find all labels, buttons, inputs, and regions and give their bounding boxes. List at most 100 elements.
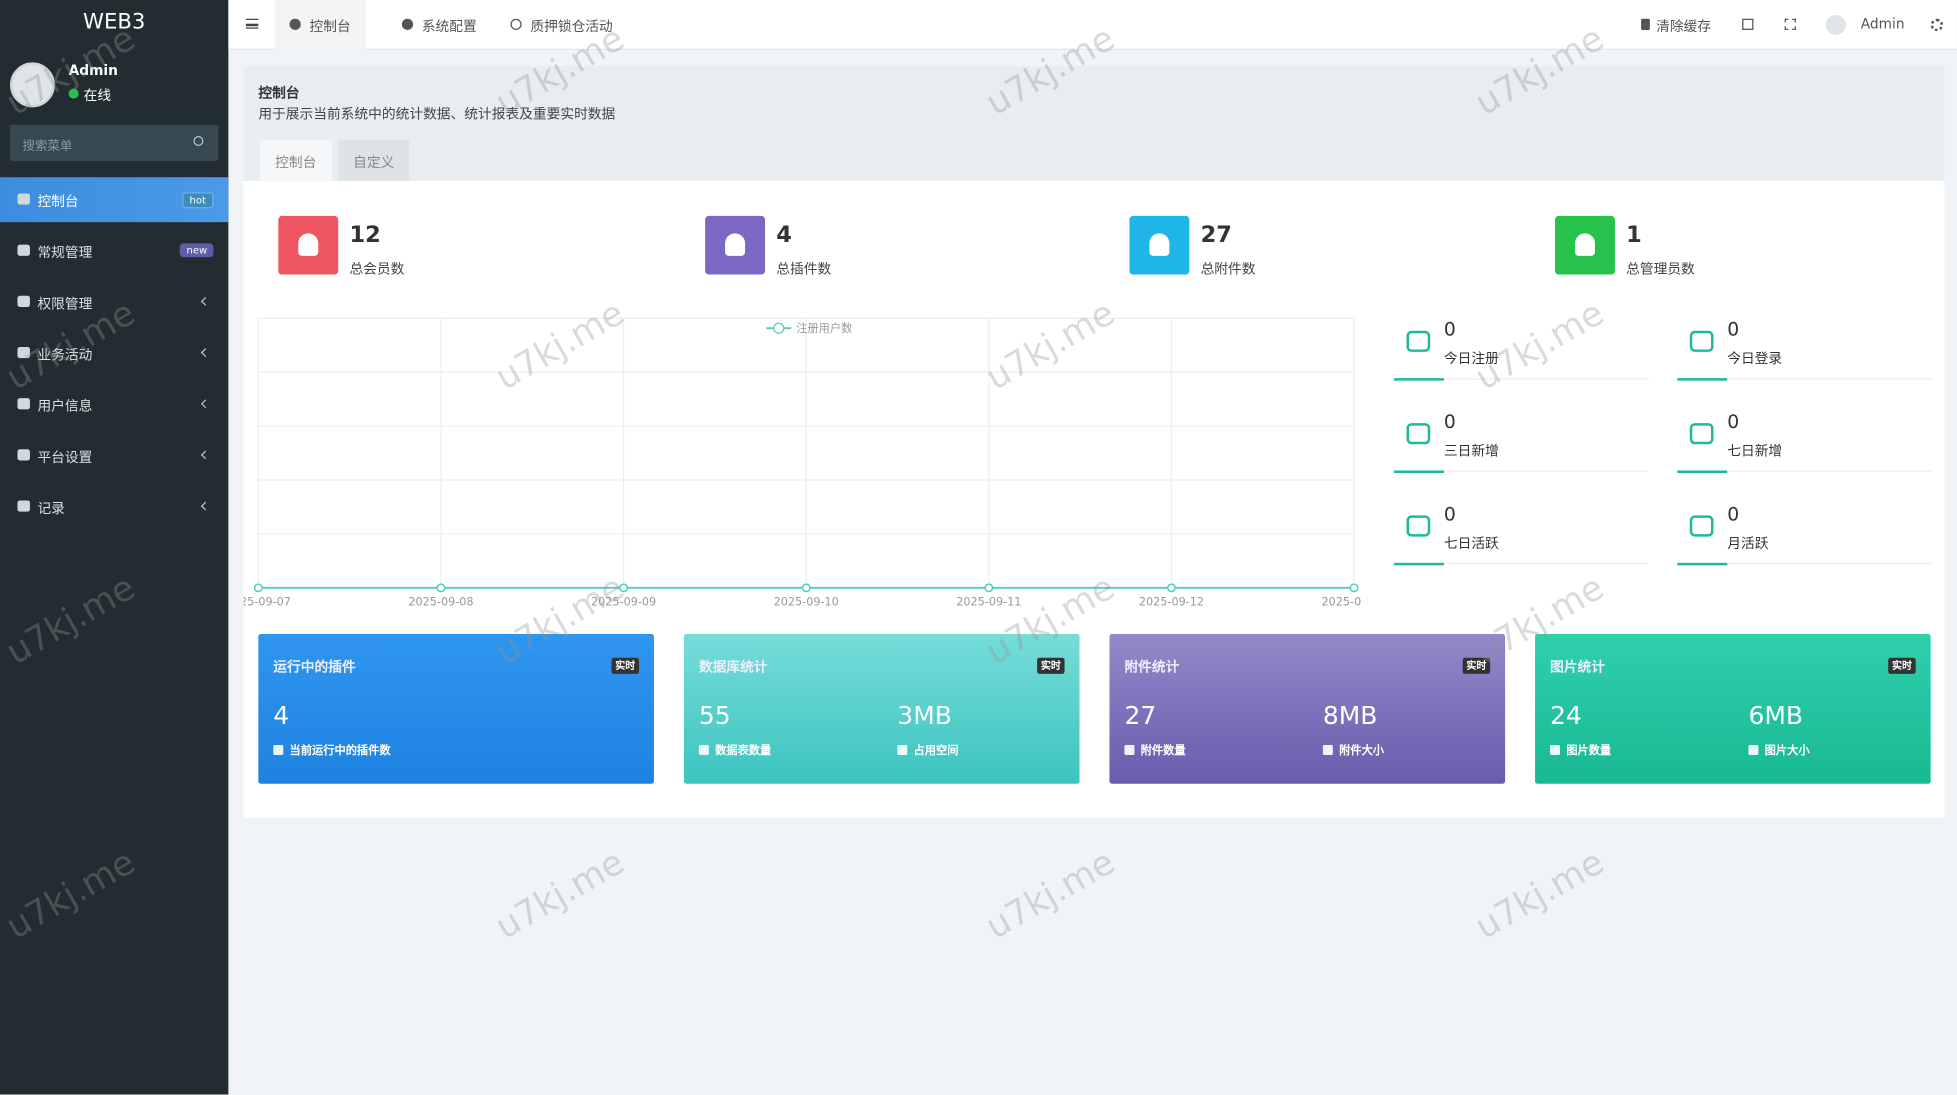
card-value: 8MB — [1322, 700, 1378, 731]
info-card: 附件统计 实时 27 附件数量 8MB 附件大小 — [1109, 633, 1506, 784]
clear-cache[interactable]: 清除缓存 — [1656, 18, 1712, 35]
x-tick-label: 2025-09-11 — [956, 595, 1021, 608]
x-tick-label: 2025-09-13 — [1321, 595, 1366, 608]
mini-rule — [1677, 378, 1932, 380]
page-tab[interactable]: 自定义 — [338, 139, 410, 181]
stat-value: 27 — [1200, 222, 1232, 249]
stat-value: 12 — [349, 222, 381, 249]
card-item-icon — [1550, 745, 1560, 756]
card-item-icon — [1748, 745, 1759, 756]
mini-value: 0 — [1727, 318, 1740, 341]
stat-label: 总管理员数 — [1626, 260, 1695, 278]
menu-item[interactable]: 控制台 hot — [0, 177, 229, 223]
tab-label: 系统配置 — [421, 18, 477, 35]
page-title: 控制台 — [258, 84, 300, 102]
legend-marker — [773, 322, 785, 334]
menu-icon — [17, 295, 30, 308]
topbar: 控制台 系统配置 质押锁仓活动 清除缓存 Admin — [228, 0, 1957, 50]
mini-icon — [1689, 515, 1714, 537]
watermark: u7kj.me — [1468, 841, 1611, 948]
page-tab[interactable]: 控制台 — [259, 139, 332, 181]
card-label: 当前运行中的插件数 — [289, 745, 391, 758]
avatar — [9, 62, 55, 108]
mini-accent — [1394, 378, 1444, 381]
menu-toggle-mid — [245, 23, 259, 26]
panel: 12 总会员数 4 总插件数 27 总附件数 1 总管理员数 0 今日注册 0 今日登录 0 三日新增 0 七… — [243, 180, 1945, 818]
mini-rule — [1394, 470, 1649, 472]
top-user[interactable]: Admin — [1860, 16, 1905, 33]
x-tick-label: 2025-09-07 — [243, 595, 291, 608]
mini-label: 今日登录 — [1727, 350, 1783, 367]
search-placeholder: 搜索菜单 — [22, 139, 73, 154]
tab-label: 控制台 — [309, 18, 351, 35]
mini-icon — [1689, 330, 1714, 352]
data-point — [984, 583, 994, 593]
card-title: 图片统计 — [1550, 658, 1605, 676]
mini-accent — [1394, 562, 1444, 566]
data-point — [253, 583, 263, 593]
stat-label: 总附件数 — [1200, 260, 1256, 278]
mini-icon — [1689, 423, 1714, 445]
top-tab[interactable]: 质押锁仓活动 — [495, 0, 627, 50]
fullscreen-icon[interactable] — [1784, 18, 1796, 30]
menu-item[interactable]: 业务活动 — [0, 331, 228, 376]
search-box[interactable]: 搜索菜单 — [9, 124, 219, 161]
menu-item[interactable]: 用户信息 — [0, 382, 228, 427]
menu-chevron — [200, 399, 210, 409]
menu-chevron — [200, 296, 210, 306]
x-tick-label: 2025-09-12 — [1139, 595, 1204, 608]
stat-icon — [705, 215, 766, 275]
x-tick-label: 2025-09-10 — [774, 595, 839, 608]
brand: WEB3 — [82, 9, 146, 35]
stat-value: 4 — [776, 222, 792, 249]
menu-item[interactable]: 记录 — [0, 484, 228, 529]
card-badge: 实时 — [1888, 657, 1916, 674]
page-heading: 控制台 用于展示当前系统中的统计数据、统计报表及重要实时数据 控制台 自定义 — [243, 66, 1945, 181]
menu-icon — [17, 346, 30, 359]
mini-value: 0 — [1443, 318, 1456, 341]
menu-icon — [17, 500, 30, 512]
card-title: 附件统计 — [1124, 658, 1180, 676]
info-card: 图片统计 实时 24 图片数量 6MB 图片大小 — [1535, 633, 1931, 784]
card-label: 占用空间 — [913, 745, 959, 758]
card-value: 55 — [698, 700, 731, 731]
menu-icon — [17, 449, 30, 461]
card-item-icon — [698, 745, 709, 756]
tab-icon — [401, 18, 414, 30]
tab-label: 质押锁仓活动 — [530, 18, 613, 35]
stat-label: 总插件数 — [776, 260, 832, 278]
menu-badge: new — [180, 243, 214, 258]
menu-item[interactable]: 权限管理 — [0, 280, 228, 325]
card-value: 3MB — [897, 700, 952, 731]
sidebar: WEB3 Admin 在线 搜索菜单 控制台 hot 常规管理 new 权限管理 业务活动 用户信息… — [0, 0, 229, 1095]
menu-toggle[interactable] — [245, 18, 259, 29]
top-tab[interactable]: 控制台 — [274, 0, 366, 50]
lang-icon[interactable] — [1742, 18, 1754, 30]
settings-icon[interactable] — [1930, 18, 1944, 32]
mini-value: 0 — [1727, 410, 1740, 434]
data-point — [1349, 583, 1359, 593]
menu-item[interactable]: 常规管理 new — [0, 228, 228, 273]
mini-value: 0 — [1443, 410, 1456, 434]
search-icon — [193, 136, 204, 147]
mini-label: 七日新增 — [1727, 443, 1783, 460]
top-tab[interactable]: 系统配置 — [387, 0, 492, 50]
stat-label: 总会员数 — [349, 260, 405, 278]
legend-label: 注册用户数 — [796, 321, 852, 335]
data-point — [619, 583, 629, 593]
cache-icon — [1641, 18, 1650, 30]
stat-icon — [1129, 215, 1190, 275]
card-label: 附件大小 — [1339, 745, 1385, 758]
menu-label: 用户信息 — [37, 398, 93, 415]
card-item-icon — [897, 745, 908, 756]
mini-accent — [1394, 470, 1444, 473]
stat-icon — [278, 215, 339, 275]
card-badge: 实时 — [611, 657, 639, 674]
menu-label: 权限管理 — [37, 295, 93, 312]
menu-item[interactable]: 平台设置 — [0, 433, 228, 478]
card-badge: 实时 — [1462, 657, 1491, 674]
chart: 2025-09-07 2025-09-08 2025-09-09 2025-09-10… — [243, 317, 1367, 613]
mini-value: 0 — [1727, 502, 1740, 526]
